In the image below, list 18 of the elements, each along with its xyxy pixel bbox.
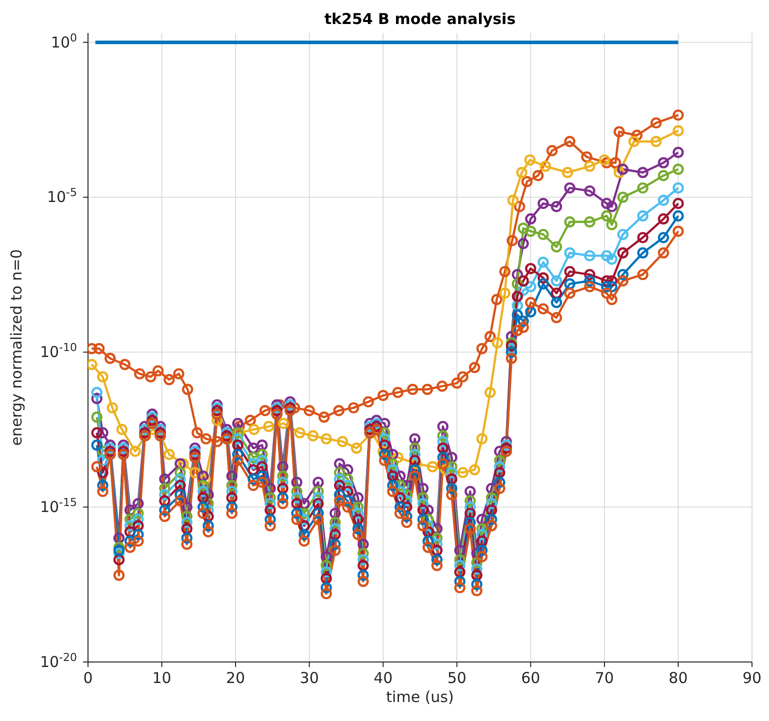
x-tick-label: 80 [668, 669, 688, 687]
chart-title: tk254 B mode analysis [323, 10, 517, 28]
x-tick-label: 90 [742, 669, 762, 687]
y-tick-label: 10$^{0}$ [50, 30, 77, 52]
x-tick-label: 40 [374, 669, 393, 687]
y-axis-title: energy normalized to n=0 [7, 249, 26, 446]
y-tick-label: 10$^{-10}$ [40, 340, 77, 362]
x-tick-label: 10 [152, 669, 172, 687]
x-axis-title: time (us) [386, 688, 454, 706]
y-tick-label: 10$^{-5}$ [46, 186, 77, 206]
x-tick-label: 60 [521, 669, 540, 687]
x-tick-label: 50 [447, 669, 466, 687]
x-tick-label: 70 [594, 669, 614, 687]
x-tick-label: 30 [300, 669, 319, 687]
x-tick-label: 20 [226, 669, 246, 687]
y-tick-label: 10$^{-15}$ [40, 496, 77, 516]
x-tick-label: 0 [83, 669, 93, 687]
y-tick-label: 10$^{-20}$ [40, 650, 77, 671]
